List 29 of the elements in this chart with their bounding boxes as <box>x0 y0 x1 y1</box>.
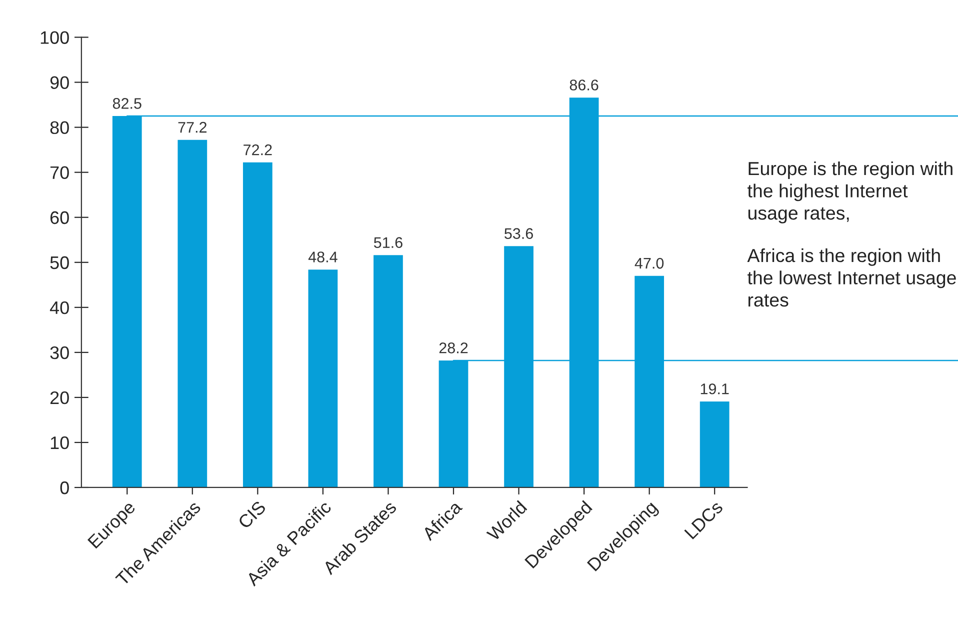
bar <box>700 401 730 488</box>
y-tick-label: 80 <box>50 121 69 134</box>
y-tick-label: 50 <box>50 256 69 270</box>
y-tick-label: 30 <box>50 346 69 360</box>
data-label: 82.5 <box>112 98 142 109</box>
data-label: 47.0 <box>634 258 664 269</box>
data-label: 48.4 <box>308 252 338 262</box>
data-label: 28.2 <box>439 342 468 354</box>
data-label: 86.6 <box>570 80 598 90</box>
y-tick-label: 40 <box>50 301 69 314</box>
y-tick-label: 70 <box>50 166 69 180</box>
bar <box>374 255 403 488</box>
data-label: 53.6 <box>504 228 533 239</box>
bar <box>242 162 272 488</box>
data-label: 72.2 <box>244 144 272 156</box>
bar <box>308 270 338 488</box>
data-label: 19.1 <box>700 383 729 394</box>
text: Africa is the region with the lowest Internet usage rates <box>747 248 956 307</box>
text: Europe is the region with the highest Internet usage rates, <box>748 161 952 224</box>
bar <box>178 140 208 488</box>
y-tick-label: 100 <box>40 31 69 44</box>
y-tick-label: 20 <box>50 391 69 404</box>
y-tick-label: 90 <box>50 76 69 90</box>
x-tick-label: CIS <box>237 500 266 530</box>
data-label: 51.6 <box>374 237 402 248</box>
y-tick-label: 10 <box>50 436 69 450</box>
y-tick-label: 0 <box>60 481 69 494</box>
y-tick-label: 60 <box>50 211 69 224</box>
data-label: 77.2 <box>178 122 206 133</box>
